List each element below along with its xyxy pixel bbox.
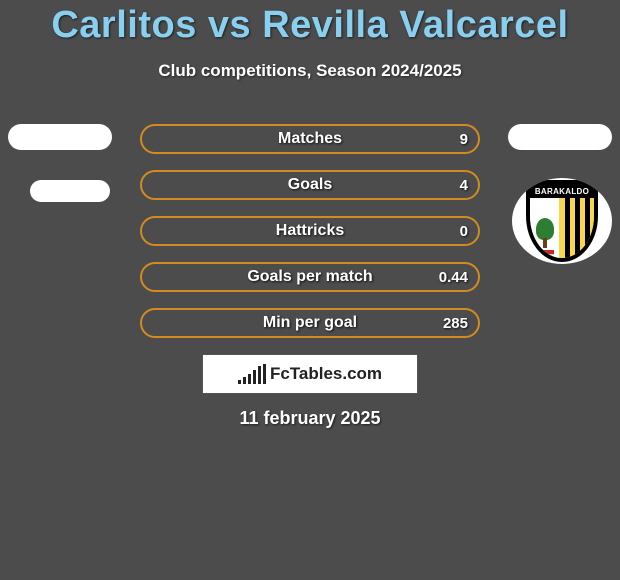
page-title: Carlitos vs Revilla Valcarcel <box>0 0 620 47</box>
stat-row: Matches 9 <box>140 124 480 154</box>
stat-value-right: 0.44 <box>439 269 468 286</box>
stats-rows: Matches 9 Goals 4 Hattricks 0 Goals per match 0… <box>140 124 480 354</box>
stat-value-right: 4 <box>460 177 468 194</box>
stat-row: Hattricks 0 <box>140 216 480 246</box>
right-player-badge-1 <box>508 124 612 150</box>
watermark-text: FcTables.com <box>270 364 382 384</box>
subtitle: Club competitions, Season 2024/2025 <box>0 61 620 81</box>
left-player-badge-2 <box>30 180 110 202</box>
stat-row: Min per goal 285 <box>140 308 480 338</box>
stat-row: Goals per match 0.44 <box>140 262 480 292</box>
stat-label: Matches <box>278 130 342 148</box>
stat-value-right: 9 <box>460 131 468 148</box>
left-player-badge-1 <box>8 124 112 150</box>
stat-label: Goals per match <box>247 268 372 286</box>
watermark: FcTables.com <box>202 354 418 394</box>
stat-value-right: 0 <box>460 223 468 240</box>
stat-row: Goals 4 <box>140 170 480 200</box>
stat-label: Min per goal <box>263 314 357 332</box>
right-player-club-crest: BARAKALDO <box>512 178 612 264</box>
club-crest-icon: BARAKALDO <box>526 180 598 262</box>
stat-value-right: 285 <box>443 315 468 332</box>
stat-label: Goals <box>288 176 332 194</box>
date-text: 11 february 2025 <box>239 408 380 429</box>
stat-label: Hattricks <box>276 222 344 240</box>
crest-band-text: BARAKALDO <box>530 184 594 198</box>
chart-icon <box>238 364 266 384</box>
